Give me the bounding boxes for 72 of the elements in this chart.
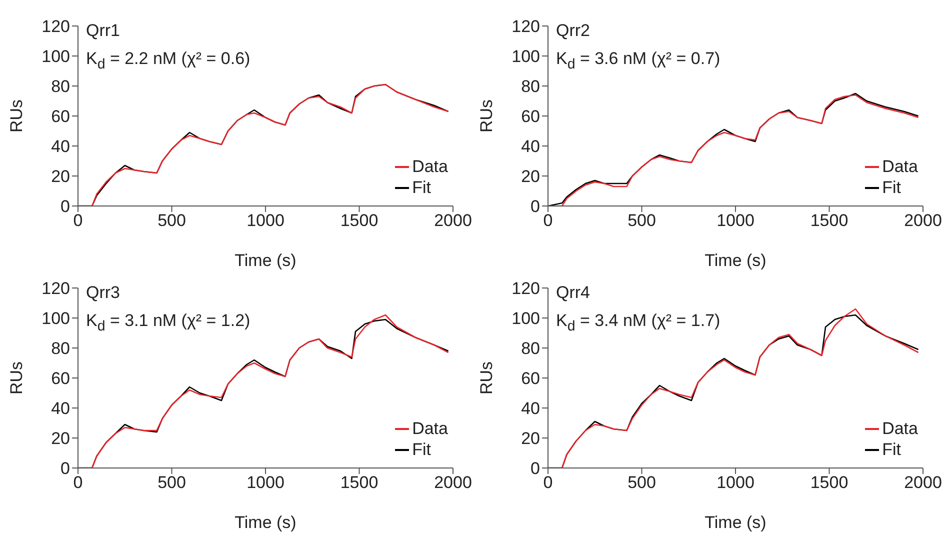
legend-label: Data <box>882 418 918 439</box>
chart-title: Qrr2 <box>556 20 591 42</box>
x-tick-label: 0 <box>543 211 553 230</box>
y-tick-label: 60 <box>521 369 540 388</box>
y-tick-label: 20 <box>51 429 70 448</box>
y-axis-title: RUs <box>477 361 496 395</box>
x-axis-title: Time (s) <box>234 513 296 532</box>
y-tick-label: 120 <box>512 279 540 298</box>
x-axis-title: Time (s) <box>234 251 296 270</box>
annotation: K$_{d}$ = 3.6 nM (χ² = 0.7) <box>556 48 720 74</box>
chart-title: Qrr4 <box>556 282 591 304</box>
y-tick-label: 60 <box>51 369 70 388</box>
x-tick-label: 1000 <box>716 473 754 492</box>
x-tick-label: 500 <box>158 473 186 492</box>
x-axis-title: Time (s) <box>704 513 766 532</box>
y-tick-label: 0 <box>60 459 70 478</box>
y-tick-label: 80 <box>51 77 70 96</box>
x-tick-label: 2000 <box>904 211 942 230</box>
x-tick-label: 1500 <box>340 211 378 230</box>
annotation: K$_{d}$ = 3.4 nM (χ² = 1.7) <box>556 310 720 336</box>
legend-label: Fit <box>882 439 901 460</box>
legend-label: Fit <box>412 177 431 198</box>
x-tick-label: 2000 <box>434 211 472 230</box>
y-tick-label: 100 <box>512 47 540 66</box>
y-tick-label: 120 <box>512 17 540 36</box>
y-tick-label: 40 <box>51 137 70 156</box>
y-axis-title: RUs <box>7 99 26 133</box>
y-tick-label: 40 <box>51 399 70 418</box>
y-tick-label: 40 <box>521 399 540 418</box>
y-tick-label: 80 <box>51 339 70 358</box>
chart-title: Qrr1 <box>86 20 121 42</box>
y-axis-title: RUs <box>477 99 496 133</box>
y-tick-label: 20 <box>51 167 70 186</box>
x-tick-label: 2000 <box>434 473 472 492</box>
y-tick-label: 80 <box>521 77 540 96</box>
x-tick-label: 0 <box>543 473 553 492</box>
y-tick-label: 20 <box>521 429 540 448</box>
x-tick-label: 1500 <box>340 473 378 492</box>
y-tick-label: 60 <box>521 107 540 126</box>
legend-label: Data <box>882 156 918 177</box>
y-tick-label: 0 <box>530 459 540 478</box>
y-tick-label: 60 <box>51 107 70 126</box>
legend-label: Data <box>412 418 448 439</box>
y-tick-label: 40 <box>521 137 540 156</box>
x-tick-label: 500 <box>628 211 656 230</box>
annotation: K$_{d}$ = 2.2 nM (χ² = 0.6) <box>86 48 250 74</box>
y-tick-label: 120 <box>42 17 70 36</box>
y-axis-title: RUs <box>7 361 26 395</box>
y-tick-label: 80 <box>521 339 540 358</box>
x-tick-label: 500 <box>628 473 656 492</box>
legend-label: Fit <box>882 177 901 198</box>
chart-title: Qrr3 <box>86 282 121 304</box>
x-tick-label: 500 <box>158 211 186 230</box>
x-tick-label: 1000 <box>246 473 284 492</box>
x-tick-label: 1500 <box>810 473 848 492</box>
annotation: K$_{d}$ = 3.1 nM (χ² = 1.2) <box>86 310 250 336</box>
x-tick-label: 0 <box>73 473 83 492</box>
y-tick-label: 0 <box>530 197 540 216</box>
y-tick-label: 0 <box>60 197 70 216</box>
y-tick-label: 100 <box>512 309 540 328</box>
x-tick-label: 1000 <box>246 211 284 230</box>
x-axis-title: Time (s) <box>704 251 766 270</box>
legend-label: Fit <box>412 439 431 460</box>
x-tick-label: 1500 <box>810 211 848 230</box>
y-tick-label: 100 <box>42 47 70 66</box>
y-tick-label: 100 <box>42 309 70 328</box>
x-tick-label: 2000 <box>904 473 942 492</box>
x-tick-label: 1000 <box>716 211 754 230</box>
x-tick-label: 0 <box>73 211 83 230</box>
legend-label: Data <box>412 156 448 177</box>
y-tick-label: 20 <box>521 167 540 186</box>
y-tick-label: 120 <box>42 279 70 298</box>
